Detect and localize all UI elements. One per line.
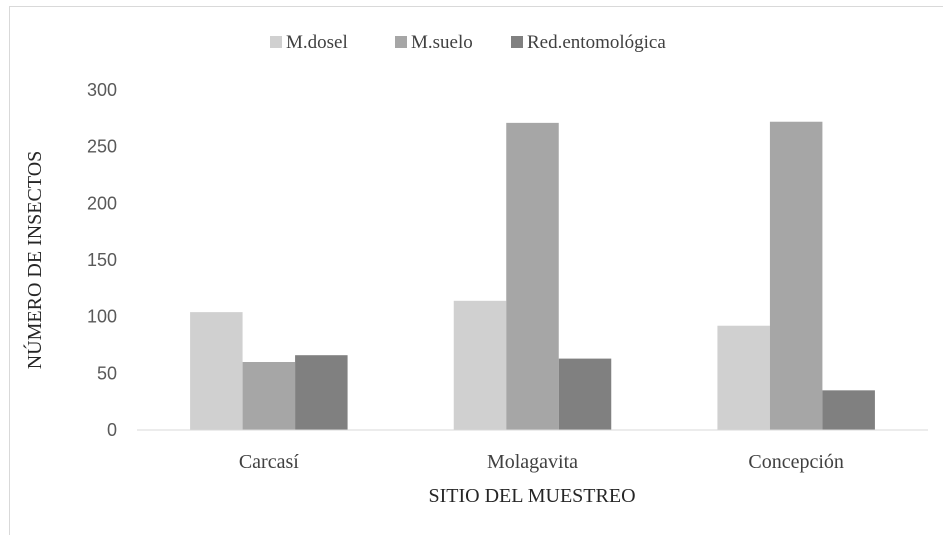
x-category-label: Carcasí [239,451,299,473]
y-tick-label: 100 [87,307,117,327]
bar-red-entomol-gica-2 [822,390,875,430]
bar-red-entomol-gica-0 [295,355,348,430]
y-tick-label: 200 [87,193,117,213]
y-tick-label: 50 [97,363,117,383]
bar-m-dosel-2 [717,325,770,430]
bar-m-suelo-1 [506,122,559,430]
legend-label: M.dosel [286,32,348,53]
legend-swatch [511,36,523,48]
legend: M.dosel M.suelo Red.entomológica [270,32,666,53]
x-axis-categories: Carcasí Molagavita Concepción [239,451,844,473]
x-category-label: Molagavita [487,451,578,473]
bar-m-suelo-2 [769,121,823,430]
legend-label: Red.entomológica [527,32,666,53]
y-tick-label: 0 [107,420,117,440]
bar-m-suelo-0 [242,362,296,430]
x-axis-title: SITIO DEL MUESTREO [428,485,635,507]
y-tick-label: 300 [87,80,117,100]
bar-m-dosel-0 [190,312,243,430]
bar-red-entomol-gica-1 [558,358,612,430]
y-tick-label: 150 [87,250,117,270]
y-tick-label: 250 [87,137,117,157]
legend-swatch [395,36,407,48]
x-category-label: Concepción [748,451,844,473]
legend-swatch [270,36,282,48]
bars [190,121,875,430]
bar-m-dosel-1 [453,300,507,430]
y-axis-title: NÚMERO DE INSECTOS [22,151,46,370]
legend-label: M.suelo [411,32,473,53]
y-axis-ticks: 0 50 100 150 200 250 300 [87,80,117,440]
